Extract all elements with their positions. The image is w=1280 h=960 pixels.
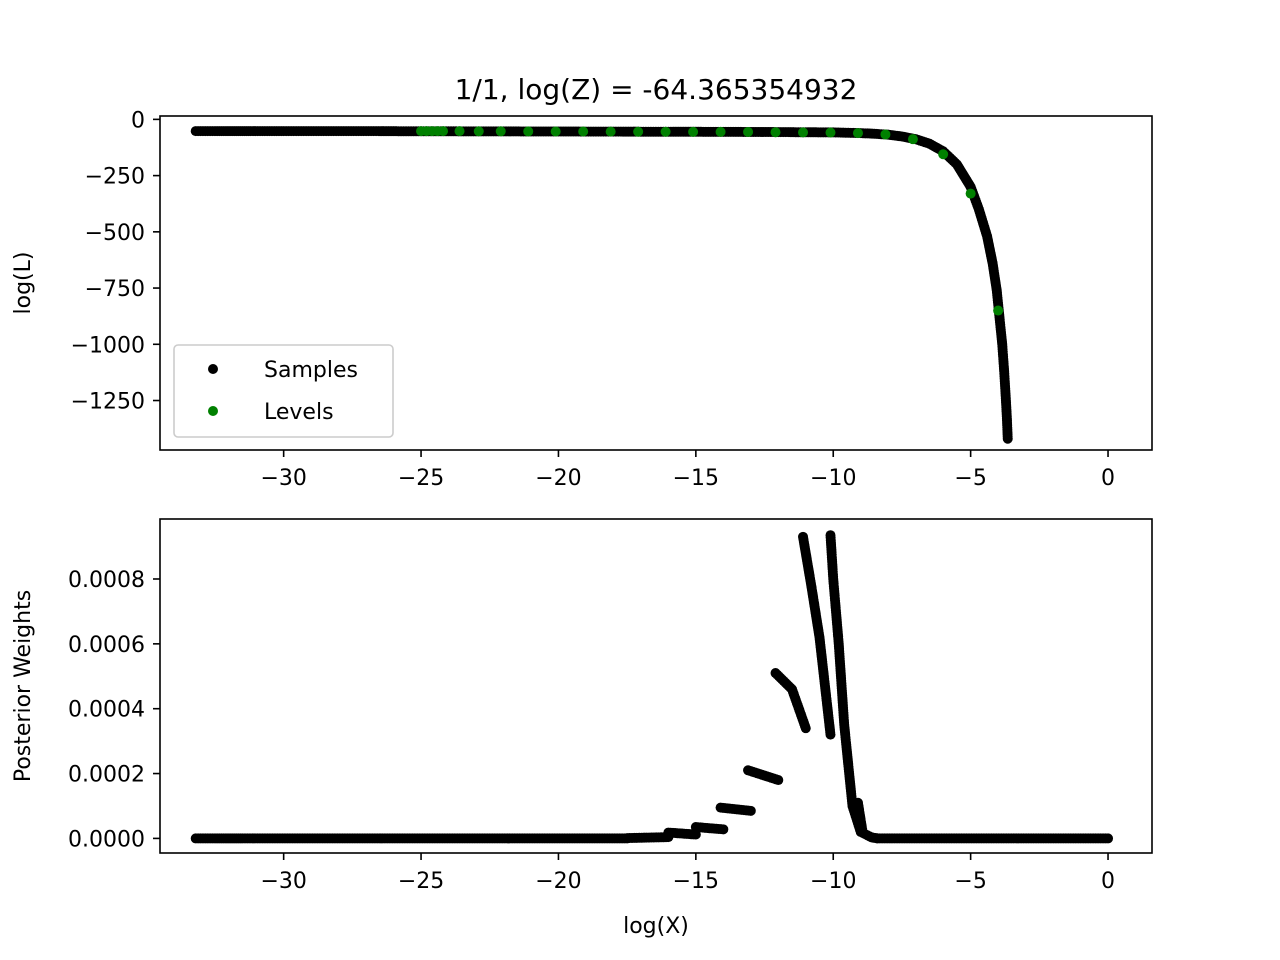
data-point: [718, 824, 729, 835]
x-tick-label: −25: [398, 466, 444, 491]
data-point: [743, 126, 754, 137]
y-tick-label: −750: [85, 277, 145, 302]
y-axis-label: Posterior Weights: [11, 590, 36, 782]
axes-frame: [159, 518, 1153, 854]
top-axes: −30 −25 −20 −15 −10 −5 00−250−500−750−1000−125…: [11, 108, 1153, 491]
y-tick-label: 0.0000: [68, 827, 145, 852]
y-tick-label: 0: [131, 108, 145, 133]
y-tick-label: −500: [85, 221, 145, 246]
legend-frame: [173, 344, 394, 438]
data-point: [993, 305, 1004, 316]
data-point: [473, 126, 484, 137]
data-point: [578, 126, 589, 137]
axes-frame: [159, 115, 1153, 451]
x-tick-label: 0: [1101, 869, 1115, 894]
data-point: [852, 128, 863, 139]
data-point: [1002, 433, 1013, 444]
data-point: [773, 775, 784, 786]
x-tick-label: −20: [535, 869, 581, 894]
data-point: [770, 127, 781, 138]
x-axis-label: log(X): [623, 914, 689, 939]
data-point: [495, 126, 506, 137]
y-tick-label: 0.0004: [68, 698, 145, 723]
y-tick-label: −1000: [71, 333, 145, 358]
x-tick-label: −30: [260, 869, 306, 894]
data-point: [550, 126, 561, 137]
data-point: [715, 126, 726, 137]
data-point: [825, 729, 836, 740]
y-tick-label: −1250: [71, 390, 145, 415]
legend-label: Levels: [264, 400, 334, 425]
x-tick-label: −10: [810, 869, 856, 894]
data-point: [745, 805, 756, 816]
data-point: [965, 188, 976, 199]
x-tick-label: −30: [260, 466, 306, 491]
data-point: [633, 126, 644, 137]
data-point: [454, 126, 465, 137]
data-point: [1103, 833, 1114, 844]
plot-area: [190, 126, 1013, 444]
data-point: [800, 723, 811, 734]
series-samples: [190, 530, 1114, 844]
data-point: [605, 126, 616, 137]
data-point: [523, 126, 534, 137]
data-point: [660, 126, 671, 137]
y-tick-label: −250: [85, 165, 145, 190]
bottom-axes: −30 −25 −20 −15 −10 −5 0 0.0000 0.0002 0.0004 0.00…: [11, 518, 1153, 939]
data-point: [688, 126, 699, 137]
data-point: [938, 149, 949, 160]
x-tick-label: 0: [1101, 466, 1115, 491]
x-tick-label: −25: [398, 869, 444, 894]
legend-marker: [208, 406, 218, 416]
x-tick-label: −5: [954, 466, 986, 491]
x-tick-label: −15: [673, 466, 719, 491]
data-point: [798, 127, 809, 138]
x-tick-label: −5: [954, 869, 986, 894]
chart-title: 1/1, log(Z) = -64.365354932: [455, 73, 858, 106]
plot-area: [190, 530, 1114, 844]
x-tick-label: −15: [673, 869, 719, 894]
x-tick-label: −10: [810, 466, 856, 491]
series-levels: [416, 126, 1004, 316]
legend-label: Samples: [264, 358, 358, 383]
legend-marker: [208, 364, 218, 374]
data-point: [880, 129, 891, 140]
y-axis-label: log(L): [11, 252, 36, 315]
legend: Samples Levels: [173, 344, 394, 438]
y-tick-label: 0.0008: [68, 568, 145, 593]
data-point: [907, 134, 918, 145]
data-point: [857, 823, 868, 834]
data-point: [438, 126, 449, 137]
y-tick-label: 0.0002: [68, 763, 145, 788]
y-tick-label: 0.0006: [68, 633, 145, 658]
data-point: [825, 127, 836, 138]
x-tick-label: −20: [535, 466, 581, 491]
